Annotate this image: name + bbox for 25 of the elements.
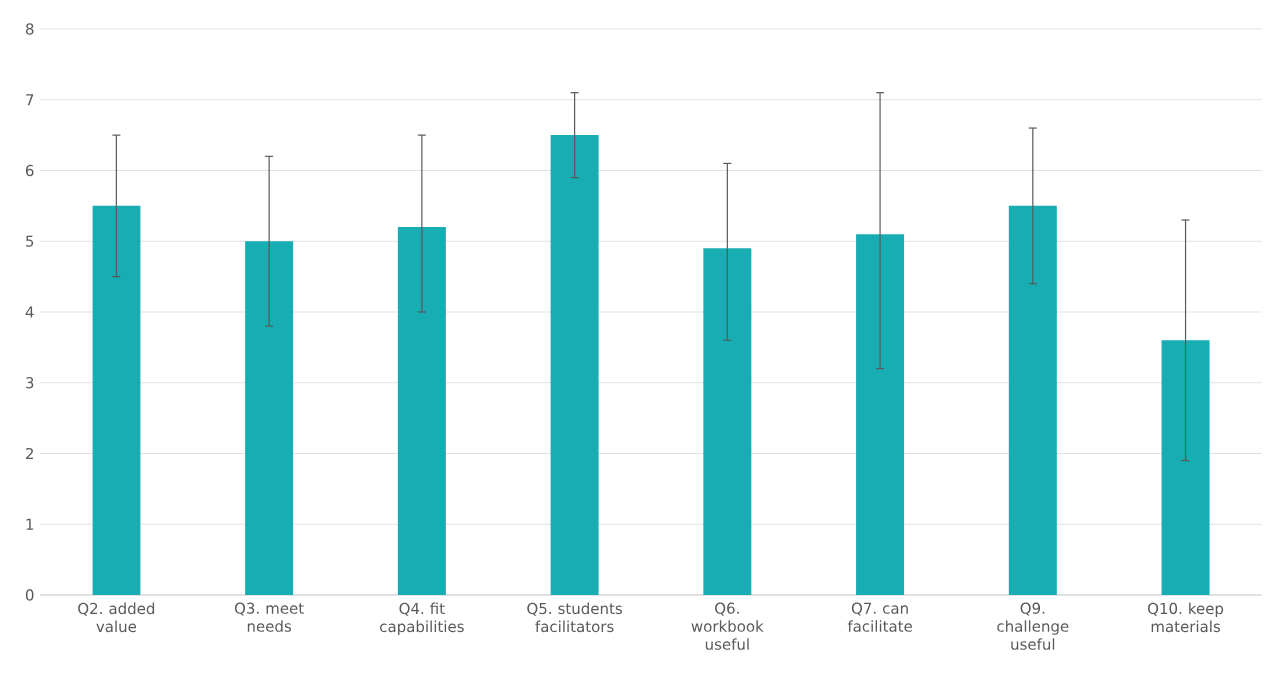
x-tick-label: Q3. meet needs — [234, 602, 304, 632]
x-tick-label: Q10. keep materials — [1148, 602, 1224, 633]
y-tick-label: 2 — [26, 447, 33, 460]
x-tick-label: Q4. fit capabilities — [380, 602, 464, 636]
bar — [550, 135, 599, 595]
x-tick-label: Q5. students facilitators — [527, 602, 622, 633]
bar — [703, 248, 752, 595]
y-tick-label: 1 — [26, 518, 34, 530]
x-tick-label: Q7. can facilitate — [847, 602, 912, 632]
bar — [245, 241, 294, 595]
y-tick-label: 7 — [26, 94, 34, 106]
x-tick-label: Q2. added value — [78, 602, 155, 633]
y-tick-label: 5 — [26, 235, 34, 247]
bar — [1008, 205, 1057, 595]
bar — [856, 234, 905, 595]
y-tick-label: 8 — [25, 23, 34, 35]
x-tick-label: Q9. challenge useful — [997, 602, 1069, 650]
bar — [92, 205, 141, 595]
bar — [1161, 340, 1210, 595]
bar — [397, 227, 446, 595]
y-tick-label: 0 — [25, 589, 34, 601]
y-tick-label: 3 — [26, 377, 34, 389]
x-tick-label: Q6. workbook useful — [691, 602, 764, 650]
y-tick-label: 4 — [25, 306, 34, 318]
y-tick-label: 6 — [25, 164, 34, 177]
